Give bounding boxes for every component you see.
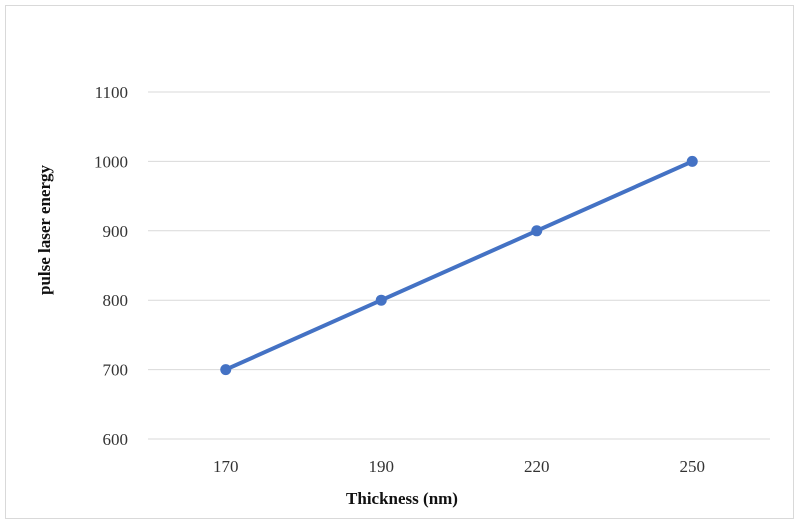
series-group — [220, 155, 698, 376]
y-tick-label: 700 — [103, 361, 129, 380]
y-tick-label: 1000 — [94, 152, 128, 171]
x-tick-labels: 170 190 220 250 — [213, 457, 705, 476]
y-tick-label: 900 — [103, 222, 129, 241]
y-tick-labels: 600 700 800 900 1000 1100 — [94, 83, 128, 449]
x-tick-label: 250 — [680, 457, 706, 476]
y-tick-label: 600 — [103, 430, 129, 449]
data-point — [375, 294, 387, 306]
data-point — [220, 364, 232, 376]
x-tick-label: 220 — [524, 457, 550, 476]
gridlines — [148, 91, 770, 440]
y-axis-title: pulse laser energy — [35, 165, 54, 296]
y-tick-label: 800 — [103, 291, 129, 310]
data-point — [686, 155, 698, 167]
data-point — [531, 225, 543, 237]
x-tick-label: 190 — [369, 457, 395, 476]
x-axis-title: Thickness (nm) — [346, 489, 458, 508]
series-line — [223, 159, 695, 372]
chart-frame — [5, 5, 794, 519]
x-tick-label: 170 — [213, 457, 239, 476]
y-tick-label: 1100 — [95, 83, 128, 102]
